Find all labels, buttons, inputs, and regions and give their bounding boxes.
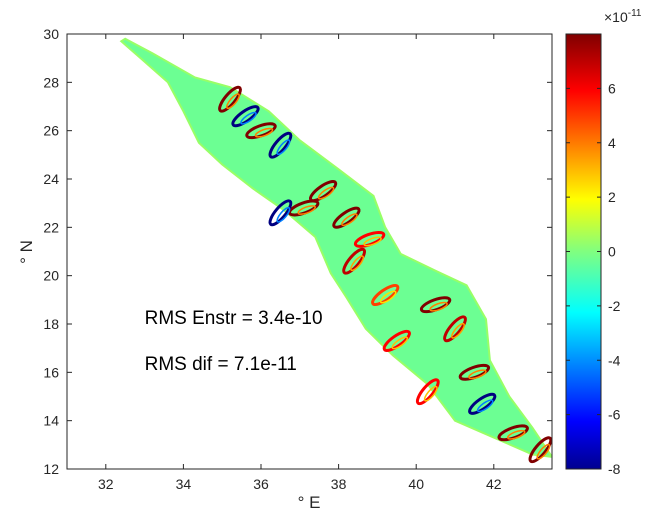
eddy-feature-inner (317, 186, 335, 200)
eddy-feature-inner (423, 385, 438, 402)
colorbar-tick-label: -8 (608, 461, 621, 477)
eddy-feature (268, 131, 293, 159)
colorbar-tick-label: -4 (608, 352, 621, 368)
y-axis-label: ° N (17, 240, 36, 264)
eddy-feature (468, 392, 497, 415)
y-tick-label: 12 (43, 461, 59, 477)
eddy-feature-inner (379, 290, 397, 304)
annotation-text: RMS dif = 7.1e-11 (145, 354, 297, 375)
eddy-feature-inner (276, 206, 291, 223)
eddy-feature (443, 315, 467, 343)
plot-frame (66, 33, 553, 470)
eddy-feature-inner (429, 301, 448, 312)
enstrophy-field (119, 37, 552, 464)
eddy-feature-inner (451, 322, 465, 339)
eddy-feature-inner (341, 213, 358, 227)
x-tick-label: 42 (486, 476, 502, 492)
eddy-feature (371, 283, 400, 307)
y-tick-label: 30 (43, 26, 59, 42)
eddy-feature (353, 230, 386, 248)
y-tick-label: 22 (43, 219, 59, 235)
x-tick-label: 38 (331, 476, 347, 492)
eddy-feature (342, 247, 366, 275)
y-tick-label: 24 (43, 171, 59, 187)
eddy-feature-inner (363, 236, 382, 247)
eddy-feature (382, 329, 411, 352)
eddy-feature-inner (536, 443, 551, 460)
eddy-feature (245, 122, 277, 140)
colorbar-tick-label: 6 (608, 80, 616, 96)
eddy-feature-inner (240, 111, 257, 125)
axis-ticks: 32 34 36 38 40 42 12 14 16 18 20 22 24 26 28 30 (43, 26, 552, 492)
colorbar-tick-label: 0 (608, 244, 616, 260)
colorbar-multiplier-base: ×10 (604, 9, 628, 25)
annotation-text: RMS Enstr = 3.4e-10 (145, 308, 323, 329)
eddy-feature-inner (297, 205, 316, 215)
eddy-feature-inner (468, 369, 487, 380)
colorbar-tick-label: -2 (608, 298, 621, 314)
eddy-feature-inner (476, 399, 494, 413)
eddy-feature (231, 105, 260, 128)
y-tick-label: 20 (43, 268, 59, 284)
eddy-feature (288, 199, 320, 217)
x-axis-label: ° E (298, 493, 321, 512)
colorbar-multiplier-exponent: -11 (628, 8, 642, 19)
eddy-feature-inner (506, 429, 526, 440)
eddy-feature (419, 296, 452, 314)
x-tick-label: 34 (176, 476, 192, 492)
colorbar-tick-label: -6 (608, 407, 621, 423)
eddy-feature-inner (226, 93, 240, 110)
colorbar-tick-label: 4 (608, 135, 616, 151)
eddy-feature (415, 378, 440, 406)
annotations: RMS Enstr = 3.4e-10 RMS dif = 7.1e-11 (145, 308, 323, 375)
colorbar-multiplier: ×10-11 (604, 8, 642, 25)
eddy-feature-inner (350, 255, 365, 272)
colorbar-ticks: -8 -6 -4 -2 0 2 4 6 (566, 80, 621, 477)
eddy-feature (528, 436, 552, 464)
colorbar (565, 33, 602, 470)
eddy-feature (458, 363, 491, 381)
eddy-feature-inner (254, 127, 274, 138)
eddy-feature (268, 199, 293, 227)
y-tick-label: 26 (43, 123, 59, 139)
y-tick-label: 28 (43, 74, 59, 90)
eddy-feature (497, 424, 529, 442)
eddy-feature-inner (276, 139, 291, 156)
x-tick-label: 32 (98, 476, 114, 492)
eddy-feature-inner (391, 336, 409, 350)
eddy-feature (218, 85, 242, 113)
eddy-feature (332, 206, 361, 229)
x-tick-label: 36 (253, 476, 269, 492)
y-tick-label: 18 (43, 316, 59, 332)
y-tick-label: 16 (43, 364, 59, 380)
x-tick-label: 40 (408, 476, 424, 492)
colorbar-tick-label: 2 (608, 189, 616, 205)
y-tick-label: 14 (43, 413, 59, 429)
